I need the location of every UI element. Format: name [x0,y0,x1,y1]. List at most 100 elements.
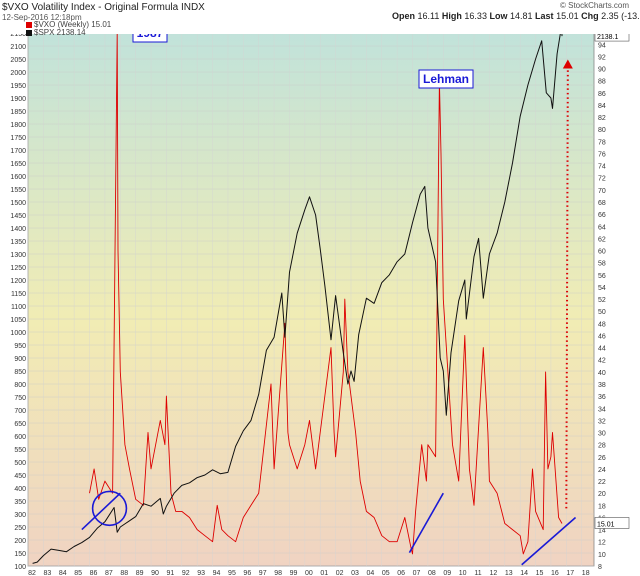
x-tick-label: 91 [167,570,175,576]
right-tick-label: 76 [598,151,606,158]
x-tick-label: 00 [305,570,313,576]
chg-value: 2.35 (-13.54%) [601,11,640,21]
projection-arrowhead [562,59,573,69]
right-tick-label: 32 [598,418,606,425]
x-tick-label: 16 [551,570,559,576]
left-tick-label: 500 [14,460,26,467]
trendline [521,516,577,566]
left-tick-label: 1150 [11,291,26,298]
left-tick-label: 1000 [10,330,26,337]
x-tick-label: 02 [336,570,344,576]
right-tick-label: 50 [598,309,606,316]
trendline [81,492,121,531]
trendlines [81,59,577,566]
x-tick-label: 93 [197,570,205,576]
left-tick-label: 1200 [10,278,26,285]
x-tick-label: 87 [105,570,113,576]
left-tick-label: 250 [14,525,26,532]
projection-line [565,68,569,509]
x-tick-label: 88 [120,570,128,576]
right-tick-label: 48 [598,321,606,328]
open-label: Open [392,11,416,21]
right-tick-label: 40 [598,370,606,377]
x-tick-label: 94 [213,570,221,576]
right-tick-label: 62 [598,236,606,243]
right-tick-label: 68 [598,200,606,207]
x-tick-label: 12 [490,570,498,576]
x-tick-label: 99 [290,570,298,576]
annotation-lehman-box [418,69,474,89]
left-tick-label: 1700 [10,148,26,155]
left-tick-label: 1600 [10,174,26,181]
left-tick-label: 800 [14,382,26,389]
left-tick-label: 1300 [10,252,26,259]
legend-spx-swatch [26,29,32,36]
left-tick-label: 1250 [10,265,26,272]
left-tick-label: 1850 [10,109,26,116]
left-tick-label: 700 [14,408,26,415]
left-tick-label: 200 [14,538,26,545]
left-tick-label: 1050 [10,317,26,324]
left-tick-label: 100 [14,564,26,571]
right-tick-label: 64 [598,224,606,231]
ohlc-readout: Open 16.11 High 16.33 Low 14.81 Last 15.… [392,11,640,21]
left-tick-label: 1400 [10,226,26,233]
x-tick-label: 18 [582,570,590,576]
right-tick-label: 26 [598,455,606,462]
right-tick-label: 66 [598,212,606,219]
left-tick-label: 2100 [10,44,26,51]
legend-spx: $SPX 2138.14 [26,28,86,37]
right-tick-label: 46 [598,333,606,340]
left-tick-label: 400 [14,486,26,493]
left-tick-label: 950 [14,343,26,350]
right-tick-label: 42 [598,358,606,365]
vxo-price-tag-label: 15.01 [597,521,615,528]
x-tick-label: 92 [182,570,190,576]
x-tick-label: 04 [366,570,374,576]
right-tick-label: 24 [598,467,606,474]
vxo-line [89,31,563,555]
right-tick-label: 94 [598,42,606,49]
x-tick-label: 95 [228,570,236,576]
trendline [408,492,444,554]
x-tick-label: 90 [151,570,159,576]
x-axis: 82 83 84 85 86 87 88 89 90 91 92 93 94 95 96 97 98 99 00 01… [28,570,590,576]
legend-spx-label: $SPX 2138.14 [34,28,86,37]
right-tick-label: 74 [598,164,606,171]
left-tick-label: 600 [14,434,26,441]
x-tick-label: 83 [43,570,51,576]
left-tick-label: 150 [14,551,26,558]
brand-watermark: © StockCharts.com [560,1,630,10]
right-tick-label: 80 [598,127,606,134]
right-tick-label: 88 [598,79,606,86]
low-value: 14.81 [509,11,533,21]
left-tick-label: 2050 [10,57,26,64]
spx-price-tag-label: 2138.1 [597,34,619,41]
right-tick-label: 10 [598,552,606,559]
right-tick-label: 8 [598,564,602,571]
x-tick-label: 89 [136,570,144,576]
left-tick-label: 900 [14,356,26,363]
circle-marker [91,490,128,527]
right-tick-label: 56 [598,273,606,280]
symbol-title: $VXO Volatility Index - Original Formula… [2,2,205,13]
x-tick-label: 11 [474,570,481,576]
x-tick-label: 08 [428,570,436,576]
x-tick-label: 07 [413,570,421,576]
left-tick-label: 1450 [10,213,26,220]
right-tick-label: 84 [598,103,606,110]
right-tick-label: 34 [598,406,606,413]
date-line: 12-Sep-2016 12:18pm [2,13,82,22]
high-value: 16.33 [464,11,487,21]
x-tick-label: 06 [397,570,405,576]
left-tick-label: 1800 [10,122,26,129]
left-axis: 100 150 200 250 300 350 400 450 500 550 600 650 700 7… [10,31,26,571]
legend-vxo-label: $VXO (Weekly) 15.01 [34,20,112,29]
vxo-price-tag-box [594,517,630,529]
left-tick-label: 1100 [11,304,26,311]
x-tick-label: 84 [59,570,67,576]
grid [27,20,594,567]
spx-line [32,24,563,564]
left-tick-label: 1350 [10,239,26,246]
